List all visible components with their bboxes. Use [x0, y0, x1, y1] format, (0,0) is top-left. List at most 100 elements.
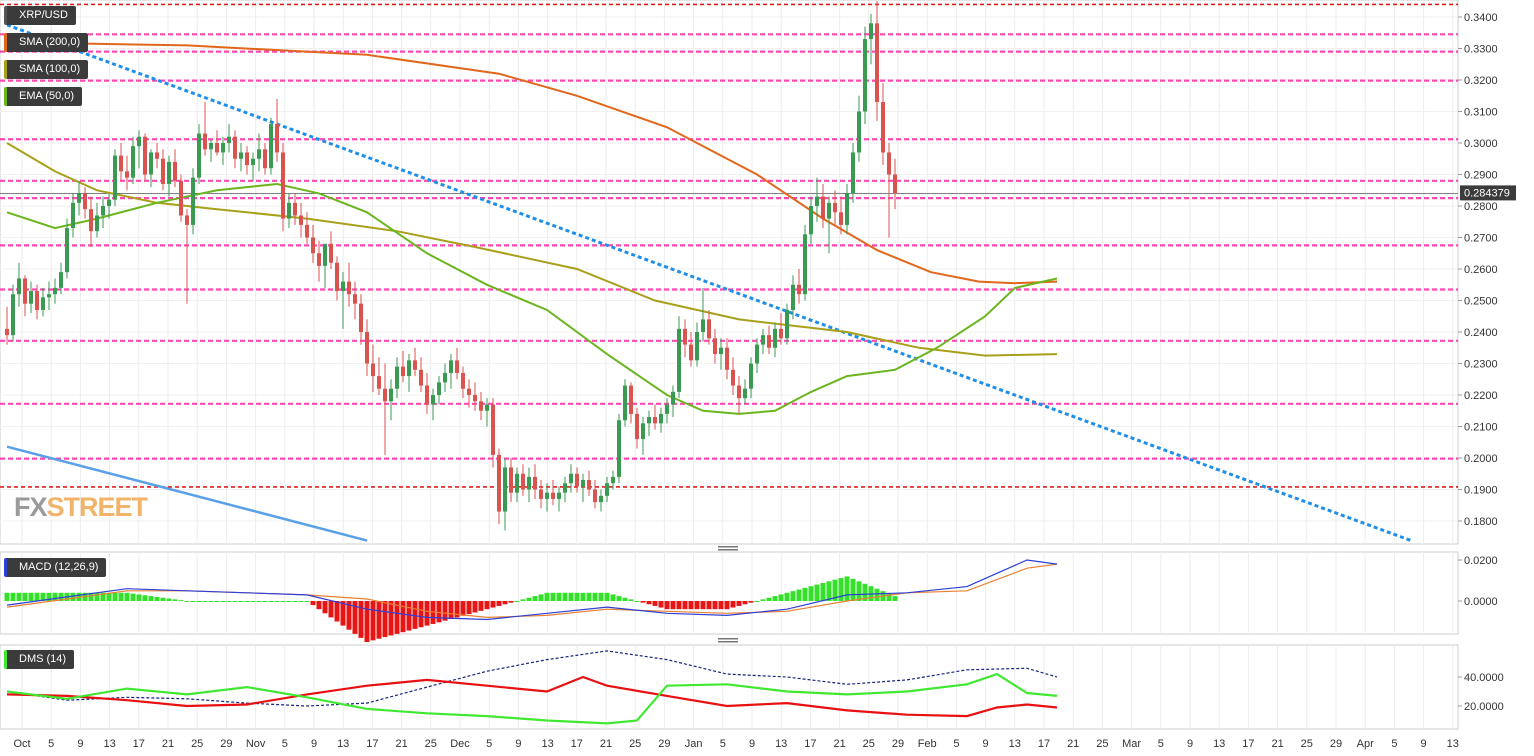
sma200-tag[interactable]: SMA (200,0): [4, 33, 89, 52]
macd-histogram-bar: [154, 596, 160, 601]
macd-histogram-bar: [496, 601, 502, 606]
macd-histogram-bar: [124, 592, 130, 601]
macd-tag[interactable]: MACD (12,26,9): [4, 558, 107, 577]
candle-body: [779, 328, 783, 339]
macd-histogram-bar: [220, 601, 226, 602]
macd-histogram-bar: [802, 587, 808, 601]
y-tick-label: 0.3400: [1464, 12, 1498, 24]
candle-body: [659, 413, 663, 424]
macd-histogram-bar: [244, 601, 250, 602]
macd-histogram-bar: [370, 601, 376, 641]
x-tick-label: 13: [1213, 738, 1225, 750]
macd-histogram-bar: [862, 583, 868, 601]
macd-histogram-bar: [184, 601, 190, 602]
candle-body: [575, 473, 579, 487]
macd-histogram-bar: [364, 601, 370, 642]
y-tick-label: 0.2400: [1464, 327, 1498, 339]
x-tick-label: 5: [1158, 738, 1164, 750]
candle-body: [467, 388, 471, 395]
panel-resize-handle[interactable]: [718, 638, 738, 643]
x-tick-label: 21: [833, 738, 845, 750]
candle-body: [347, 281, 351, 295]
candle-body: [395, 366, 399, 389]
macd-histogram-bar: [526, 597, 532, 601]
x-tick-label: 17: [804, 738, 816, 750]
macd-histogram-bar: [658, 601, 664, 608]
x-tick-label: Feb: [918, 738, 937, 750]
candle-body: [503, 467, 507, 512]
macd-histogram-bar: [16, 592, 22, 601]
symbol-tag[interactable]: XRP/USD: [4, 6, 76, 25]
macd-histogram-bar: [856, 581, 862, 601]
panel-resize-handle[interactable]: [718, 546, 738, 551]
candle-body: [377, 376, 381, 389]
macd-histogram-bar: [514, 601, 520, 602]
trendline-dotted: [6, 23, 1412, 542]
dms-label: DMS (14): [19, 653, 67, 665]
dms-tag[interactable]: DMS (14): [4, 650, 75, 669]
y-tick-label: 0.2800: [1464, 201, 1498, 213]
macd-histogram-bar: [460, 601, 466, 616]
macd-histogram-bar: [604, 592, 610, 601]
ema50-tag[interactable]: EMA (50,0): [4, 87, 83, 106]
candle-body: [401, 366, 405, 377]
macd-histogram-bar: [556, 592, 562, 601]
macd-histogram-bar: [886, 593, 892, 601]
macd-histogram-bar: [406, 601, 412, 631]
candle-body: [107, 199, 111, 206]
candle-body: [707, 319, 711, 339]
macd-histogram-bar: [754, 601, 760, 602]
macd-histogram-bar: [796, 589, 802, 601]
macd-histogram-bar: [232, 601, 238, 602]
macd-histogram-bar: [34, 592, 40, 601]
candle-body: [653, 417, 657, 424]
macd-histogram-bar: [718, 601, 724, 610]
candle-body: [815, 196, 819, 206]
x-tick-label: 25: [191, 738, 203, 750]
candle-body: [293, 202, 297, 216]
x-tick-label: 13: [337, 738, 349, 750]
macd-histogram-bar: [784, 592, 790, 601]
candle-body: [77, 193, 81, 203]
x-tick-label: 9: [311, 738, 317, 750]
x-tick-label: 13: [103, 738, 115, 750]
candle-body: [95, 215, 99, 232]
candle-body: [665, 404, 669, 414]
macd-histogram-bar: [22, 592, 28, 601]
x-tick-label: 5: [720, 738, 726, 750]
x-tick-label: 5: [486, 738, 492, 750]
macd-histogram-bar: [418, 601, 424, 628]
x-tick-label: 21: [395, 738, 407, 750]
candle-body: [119, 155, 123, 172]
macd-histogram-bar: [484, 601, 490, 610]
candle-body: [449, 360, 453, 373]
candle-body: [41, 297, 45, 310]
macd-histogram-bar: [316, 601, 322, 610]
macd-histogram-bar: [634, 601, 640, 602]
macd-histogram-bar: [58, 592, 64, 601]
candle-body: [797, 284, 801, 295]
ema50-label: EMA (50,0): [19, 90, 75, 102]
macd-histogram-bar: [772, 596, 778, 601]
candle-body: [239, 152, 243, 159]
macd-histogram-bar: [874, 588, 880, 601]
candle-body: [521, 473, 525, 490]
y-tick-label: 0.3300: [1464, 44, 1498, 56]
sma100-tag[interactable]: SMA (100,0): [4, 60, 89, 79]
dms-tick-label: 20.0000: [1464, 701, 1504, 713]
price-panel: [0, 0, 1459, 545]
candle-body: [587, 480, 591, 490]
macd-histogram-bar: [202, 601, 208, 602]
macd-histogram-bar: [10, 592, 16, 601]
candle-body: [317, 253, 321, 266]
x-tick-label: Nov: [246, 738, 266, 750]
macd-histogram-bar: [682, 601, 688, 610]
x-tick-label: 13: [1447, 738, 1459, 750]
macd-histogram-bar: [424, 601, 430, 626]
candle-body: [863, 39, 867, 112]
candle-body: [671, 391, 675, 405]
macd-histogram-bar: [646, 601, 652, 605]
macd-histogram-bar: [442, 601, 448, 621]
macd-histogram-bar: [100, 592, 106, 601]
